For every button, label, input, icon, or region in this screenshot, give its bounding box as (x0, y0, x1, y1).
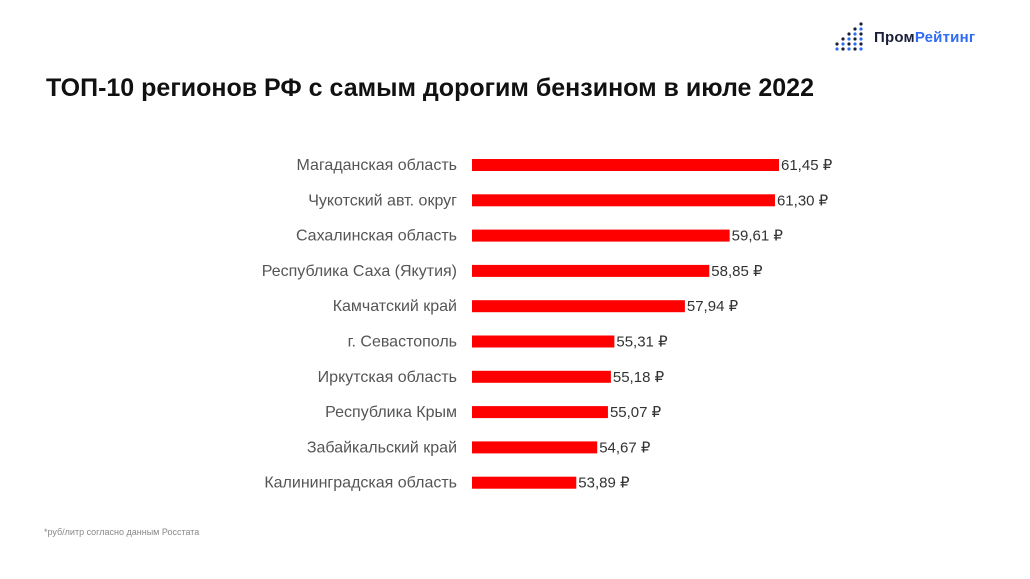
logo-dot (859, 22, 863, 26)
category-label: Калининградская область (264, 475, 457, 492)
bar (472, 406, 608, 419)
brand-name: ПромРейтинг (874, 29, 975, 46)
logo-dot (859, 37, 863, 41)
bar-chart: Магаданская область 61,45 ₽ Чукотский авт.… (262, 157, 833, 492)
value-label: 55,07 ₽ (610, 404, 662, 421)
logo-dot (847, 47, 851, 51)
logo-dot (859, 32, 863, 36)
value-label: 54,67 ₽ (599, 439, 651, 456)
bar (472, 300, 685, 313)
value-label: 53,89 ₽ (578, 475, 630, 492)
bar (472, 441, 598, 454)
value-label: 57,94 ₽ (687, 298, 739, 315)
logo-dot (853, 27, 857, 31)
logo-dot (847, 37, 851, 41)
logo-dot (859, 27, 863, 31)
logo-dot (853, 47, 857, 51)
category-label: Камчатский край (333, 298, 457, 315)
value-label: 55,31 ₽ (616, 334, 668, 351)
footnote: *руб/литр согласно данным Росстата (44, 527, 200, 537)
bar (472, 476, 577, 489)
logo-dot (835, 42, 839, 46)
logo-dot (847, 32, 851, 36)
logo-dot (847, 42, 851, 46)
value-label: 61,45 ₽ (781, 157, 833, 174)
category-label: Иркутская область (318, 369, 457, 386)
value-label: 59,61 ₽ (732, 228, 784, 245)
bar (472, 264, 710, 277)
category-label: Республика Крым (325, 404, 457, 421)
logo-dot (841, 42, 845, 46)
brand-name-part1: Пром (874, 28, 915, 46)
brand-logo: ПромРейтинг (834, 22, 975, 52)
logo-dot (853, 42, 857, 46)
chart-title: ТОП-10 регионов РФ с самым дорогим бензи… (46, 74, 814, 102)
brand-name-part2: Рейтинг (914, 28, 976, 46)
category-label: Сахалинская область (296, 228, 457, 245)
category-label: Республика Саха (Якутия) (262, 263, 457, 280)
logo-dot (841, 37, 845, 41)
value-label: 55,18 ₽ (613, 369, 665, 386)
value-label: 58,85 ₽ (711, 263, 763, 280)
bar (472, 159, 779, 171)
logo-dot (853, 37, 857, 41)
category-label: Чукотский авт. округ (308, 192, 457, 209)
dot-grid-bars-icon (835, 22, 863, 51)
logo-dot (859, 47, 863, 51)
logo-dot (841, 47, 845, 51)
bar (472, 335, 615, 348)
category-label: г. Севастополь (348, 334, 457, 351)
value-label: 61,30 ₽ (777, 192, 829, 209)
category-label: Забайкальский край (307, 439, 457, 456)
logo-dot (835, 47, 839, 51)
bar (472, 229, 730, 242)
category-label: Магаданская область (297, 157, 457, 174)
logo-dot (859, 42, 863, 46)
bar (472, 370, 611, 383)
logo-dot (853, 32, 857, 36)
bar (472, 194, 775, 207)
